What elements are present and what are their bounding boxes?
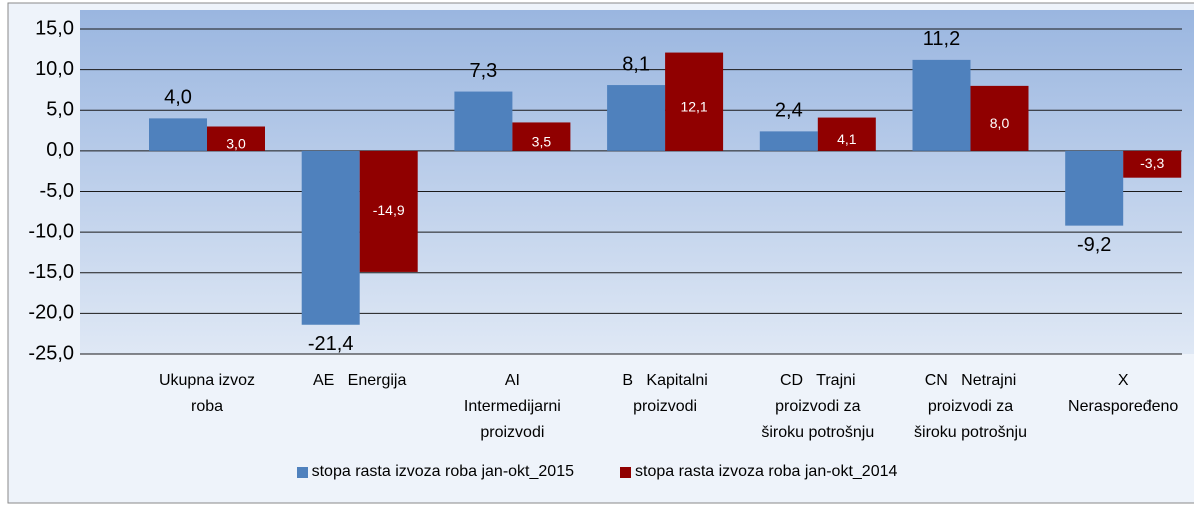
data-label: 3,0 [226, 135, 246, 151]
bar [512, 122, 571, 151]
x-tick-label: B Kapitalni proizvodi [622, 372, 708, 415]
x-tick-label: AI Intermedijarni proizvodi [463, 372, 561, 441]
legend-label: stopa rasta izvoza roba jan-okt_2015 [311, 463, 574, 480]
data-label: 4,1 [837, 131, 857, 147]
data-label: -9,2 [1077, 234, 1111, 256]
bar [149, 118, 207, 151]
y-tick-label: -5,0 [40, 180, 74, 202]
bar [454, 91, 513, 151]
data-label: 3,5 [532, 133, 552, 149]
legend-swatch [620, 466, 631, 478]
x-tick-label: CN Netrajni proizvodi za široku potrošnj… [914, 372, 1027, 441]
y-tick-label: 15,0 [35, 17, 74, 39]
bar [665, 52, 724, 151]
bar [970, 85, 1029, 151]
x-tick-label: CD Trajni proizvodi za široku potrošnju [761, 372, 875, 441]
data-label: -3,3 [1140, 155, 1164, 171]
x-tick-label: Ukupna izvoz roba [158, 372, 256, 415]
data-label: -21,4 [308, 333, 354, 355]
y-tick-label: 10,0 [35, 58, 74, 80]
data-label: 8,0 [990, 115, 1010, 131]
bar [207, 126, 265, 151]
bar [301, 150, 360, 325]
bar [607, 85, 666, 151]
x-tick-label: X Neraspoređeno [1068, 372, 1179, 415]
legend: stopa rasta izvoza roba jan-okt_2015 stop… [0, 463, 1194, 481]
legend-swatch [296, 466, 308, 478]
y-tick-label: -15,0 [28, 261, 74, 283]
bar [759, 131, 818, 151]
legend-item: stopa rasta izvoza roba jan-okt_2014 [620, 463, 897, 481]
y-tick-label: -20,0 [28, 302, 74, 324]
y-tick-label: -10,0 [28, 220, 74, 242]
bar [1065, 150, 1124, 226]
legend-label: stopa rasta izvoza roba jan-okt_2014 [635, 463, 898, 480]
bar [817, 117, 876, 151]
bar [1123, 150, 1182, 178]
x-tick-label: AE Energija [312, 372, 407, 389]
legend-item: stopa rasta izvoza roba jan-okt_2015 [296, 463, 574, 481]
data-label: 11,2 [923, 28, 960, 50]
y-tick-label: 0,0 [46, 139, 74, 161]
bar [912, 59, 971, 151]
data-label: 4,0 [164, 87, 192, 109]
y-tick-label: -25,0 [28, 342, 74, 364]
data-label: 7,3 [469, 60, 497, 82]
bar [359, 150, 418, 272]
plot-area [80, 10, 1194, 354]
data-label: 12,1 [680, 98, 707, 114]
data-label: 2,4 [775, 100, 803, 122]
data-label: -14,9 [373, 202, 405, 218]
data-label: 8,1 [622, 53, 650, 75]
y-tick-label: 5,0 [46, 99, 74, 121]
